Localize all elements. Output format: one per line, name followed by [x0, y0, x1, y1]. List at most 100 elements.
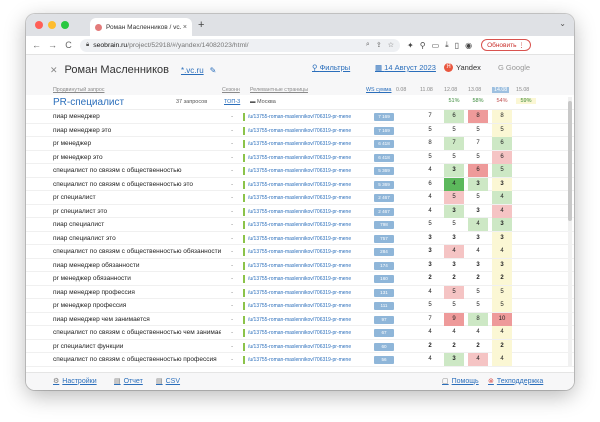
position-cell[interactable]: 3 — [476, 261, 480, 268]
page-url-link[interactable]: /u/13755-roman-maslennikov/706319-pr-men… — [248, 316, 352, 323]
position-cell[interactable]: 8 — [468, 110, 488, 123]
position-cell[interactable]: 6 — [492, 137, 512, 150]
table-row[interactable]: специалист по связям с общественностью ч… — [26, 326, 574, 340]
ws-sum-link[interactable]: WS сумма — [366, 87, 392, 93]
position-cell[interactable]: 5 — [492, 123, 512, 137]
position-cell[interactable]: 4 — [428, 194, 432, 200]
position-cell[interactable]: 5 — [492, 299, 512, 312]
csv-link[interactable]: ▤ CSV — [156, 377, 181, 386]
top3-link[interactable]: ТОП-3 — [224, 99, 241, 105]
position-cell[interactable]: 4 — [452, 329, 456, 335]
position-cell[interactable]: 3 — [452, 261, 456, 268]
position-cell[interactable]: 5 — [476, 126, 480, 133]
position-cell[interactable]: 4 — [492, 353, 512, 366]
position-cell[interactable]: 3 — [492, 231, 512, 245]
keyword-cell[interactable]: pr специалист это — [53, 207, 108, 215]
page-url-link[interactable]: /u/13755-roman-maslennikov/706319-pr-men… — [248, 195, 352, 201]
keyword-cell[interactable]: специалист по связям с общественностью — [53, 167, 182, 174]
browser-tab[interactable]: Роман Масленников / vc.ru / ... × — [90, 18, 192, 36]
zoom-icon[interactable]: ⌕ — [365, 41, 370, 48]
position-cell[interactable]: 5 — [428, 221, 432, 227]
minimize-window-button[interactable] — [48, 21, 56, 29]
sidebar-icon[interactable]: ▭ — [431, 40, 440, 50]
position-cell[interactable]: 4 — [428, 329, 432, 335]
back-button[interactable]: ← — [32, 40, 41, 50]
page-url-link[interactable]: /u/13755-roman-maslennikov/706319-pr-men… — [248, 168, 352, 174]
position-cell[interactable]: 2 — [428, 275, 432, 281]
position-cell[interactable]: 6 — [492, 150, 512, 164]
download-icon[interactable]: ⤓ — [445, 40, 449, 49]
reload-button[interactable]: C — [65, 40, 72, 50]
yandex-engine-tab[interactable]: Я Yandex — [444, 63, 481, 72]
page-url-link[interactable]: /u/13755-roman-maslennikov/706319-pr-men… — [248, 357, 352, 363]
position-cell[interactable]: 2 — [476, 275, 480, 281]
position-cell[interactable]: 7 — [428, 315, 432, 322]
position-cell[interactable]: 4 — [468, 353, 488, 366]
season-link[interactable]: Сезонн — [222, 87, 240, 93]
position-cell[interactable]: 5 — [476, 288, 480, 295]
page-url-link[interactable]: /u/13755-roman-maslennikov/706319-pr-men… — [248, 208, 352, 215]
position-cell[interactable]: 5 — [428, 126, 432, 133]
project-link[interactable]: *.vc.ru — [180, 65, 204, 75]
position-cell[interactable]: 8 — [468, 312, 488, 326]
position-cell[interactable]: 5 — [444, 191, 464, 204]
position-cell[interactable]: 4 — [476, 248, 480, 254]
position-cell[interactable]: 5 — [428, 302, 432, 308]
extension-icon[interactable]: ✦ — [407, 40, 414, 50]
position-cell[interactable]: 3 — [428, 248, 432, 254]
position-cell[interactable]: 3 — [468, 177, 488, 191]
position-cell[interactable]: 2 — [428, 342, 432, 349]
table-row[interactable]: pr менеджер профессия - /u/13755-roman-mas… — [26, 299, 574, 313]
settings-link[interactable]: ⚙ Настройки — [53, 377, 97, 386]
keyword-cell[interactable]: pr специалист функции — [53, 342, 124, 350]
page-url-link[interactable]: /u/13755-roman-maslennikov/706319-pr-men… — [248, 222, 352, 228]
position-cell[interactable]: 4 — [444, 177, 464, 191]
position-cell[interactable]: 3 — [452, 234, 456, 241]
page-url-link[interactable]: /u/13755-roman-maslennikov/706319-pr-men… — [248, 343, 352, 350]
position-cell[interactable]: 5 — [444, 285, 464, 299]
position-cell[interactable]: 3 — [492, 177, 512, 191]
position-cell[interactable]: 8 — [428, 140, 432, 146]
keyword-cell[interactable]: специалист по связям с общественностью о… — [53, 248, 221, 255]
position-cell[interactable]: 5 — [452, 302, 456, 308]
keyword-cell[interactable]: пиар менеджер — [53, 113, 100, 120]
keyword-cell[interactable]: pr менеджер это — [53, 153, 103, 161]
date-picker[interactable]: ▦ 14 Август 2023 — [375, 63, 436, 72]
table-row[interactable]: пиар менеджер это - /u/13755-roman-maslenn… — [26, 123, 574, 137]
position-cell[interactable]: 3 — [492, 218, 512, 231]
position-cell[interactable]: 3 — [476, 207, 480, 214]
table-row[interactable]: pr специалист - /u/13755-roman-maslennikov… — [26, 191, 574, 205]
table-row[interactable]: специалист по связям с общественностью - /… — [26, 164, 574, 178]
keyword-cell[interactable]: pr менеджер обязанности — [53, 275, 131, 282]
position-cell[interactable]: 3 — [444, 204, 464, 218]
support-link[interactable]: ⊗ Техподдержка — [488, 377, 544, 386]
position-cell[interactable]: 4 — [476, 329, 480, 335]
position-cell[interactable]: 4 — [444, 245, 464, 258]
table-row[interactable]: пиар специалист - /u/13755-roman-maslennik… — [26, 218, 574, 232]
page-url-link[interactable]: /u/13755-roman-maslennikov/706319-pr-men… — [248, 262, 352, 269]
report-link[interactable]: ▤ Отчет — [114, 377, 143, 386]
page-scrollbar[interactable] — [568, 97, 572, 367]
keyword-cell[interactable]: специалист по связям с общественностью п… — [53, 356, 217, 363]
position-cell[interactable]: 4 — [492, 191, 512, 204]
page-url-link[interactable]: /u/13755-roman-maslennikov/706319-pr-men… — [248, 141, 352, 147]
position-cell[interactable]: 6 — [428, 180, 432, 187]
position-cell[interactable]: 3 — [476, 234, 480, 241]
scrollbar-thumb[interactable] — [568, 101, 572, 221]
address-bar[interactable]: 🔒︎ seobrain.ru/project/52918/#/yandex/14… — [80, 38, 400, 52]
page-url-link[interactable]: /u/13755-roman-maslennikov/706319-pr-men… — [248, 127, 352, 134]
position-cell[interactable]: 5 — [476, 194, 480, 200]
page-url-link[interactable]: /u/13755-roman-maslennikov/706319-pr-men… — [248, 114, 352, 120]
table-row[interactable]: pr менеджер обязанности - /u/13755-roman-m… — [26, 272, 574, 286]
position-cell[interactable]: 3 — [428, 261, 432, 268]
forward-button[interactable]: → — [48, 40, 57, 50]
keyword-cell[interactable]: пиар менеджер это — [53, 126, 112, 134]
position-cell[interactable]: 8 — [492, 110, 512, 123]
table-row[interactable]: специалист по связям с общественностью п… — [26, 353, 574, 367]
keyword-cell[interactable]: pr специалист — [53, 194, 96, 201]
position-cell[interactable]: 3 — [492, 258, 512, 272]
position-cell[interactable]: 5 — [452, 153, 456, 160]
relevant-pages-link[interactable]: Релевантные страницы — [250, 87, 308, 93]
position-cell[interactable]: 5 — [428, 153, 432, 160]
keyword-cell[interactable]: пиар менеджер профессия — [53, 288, 135, 296]
